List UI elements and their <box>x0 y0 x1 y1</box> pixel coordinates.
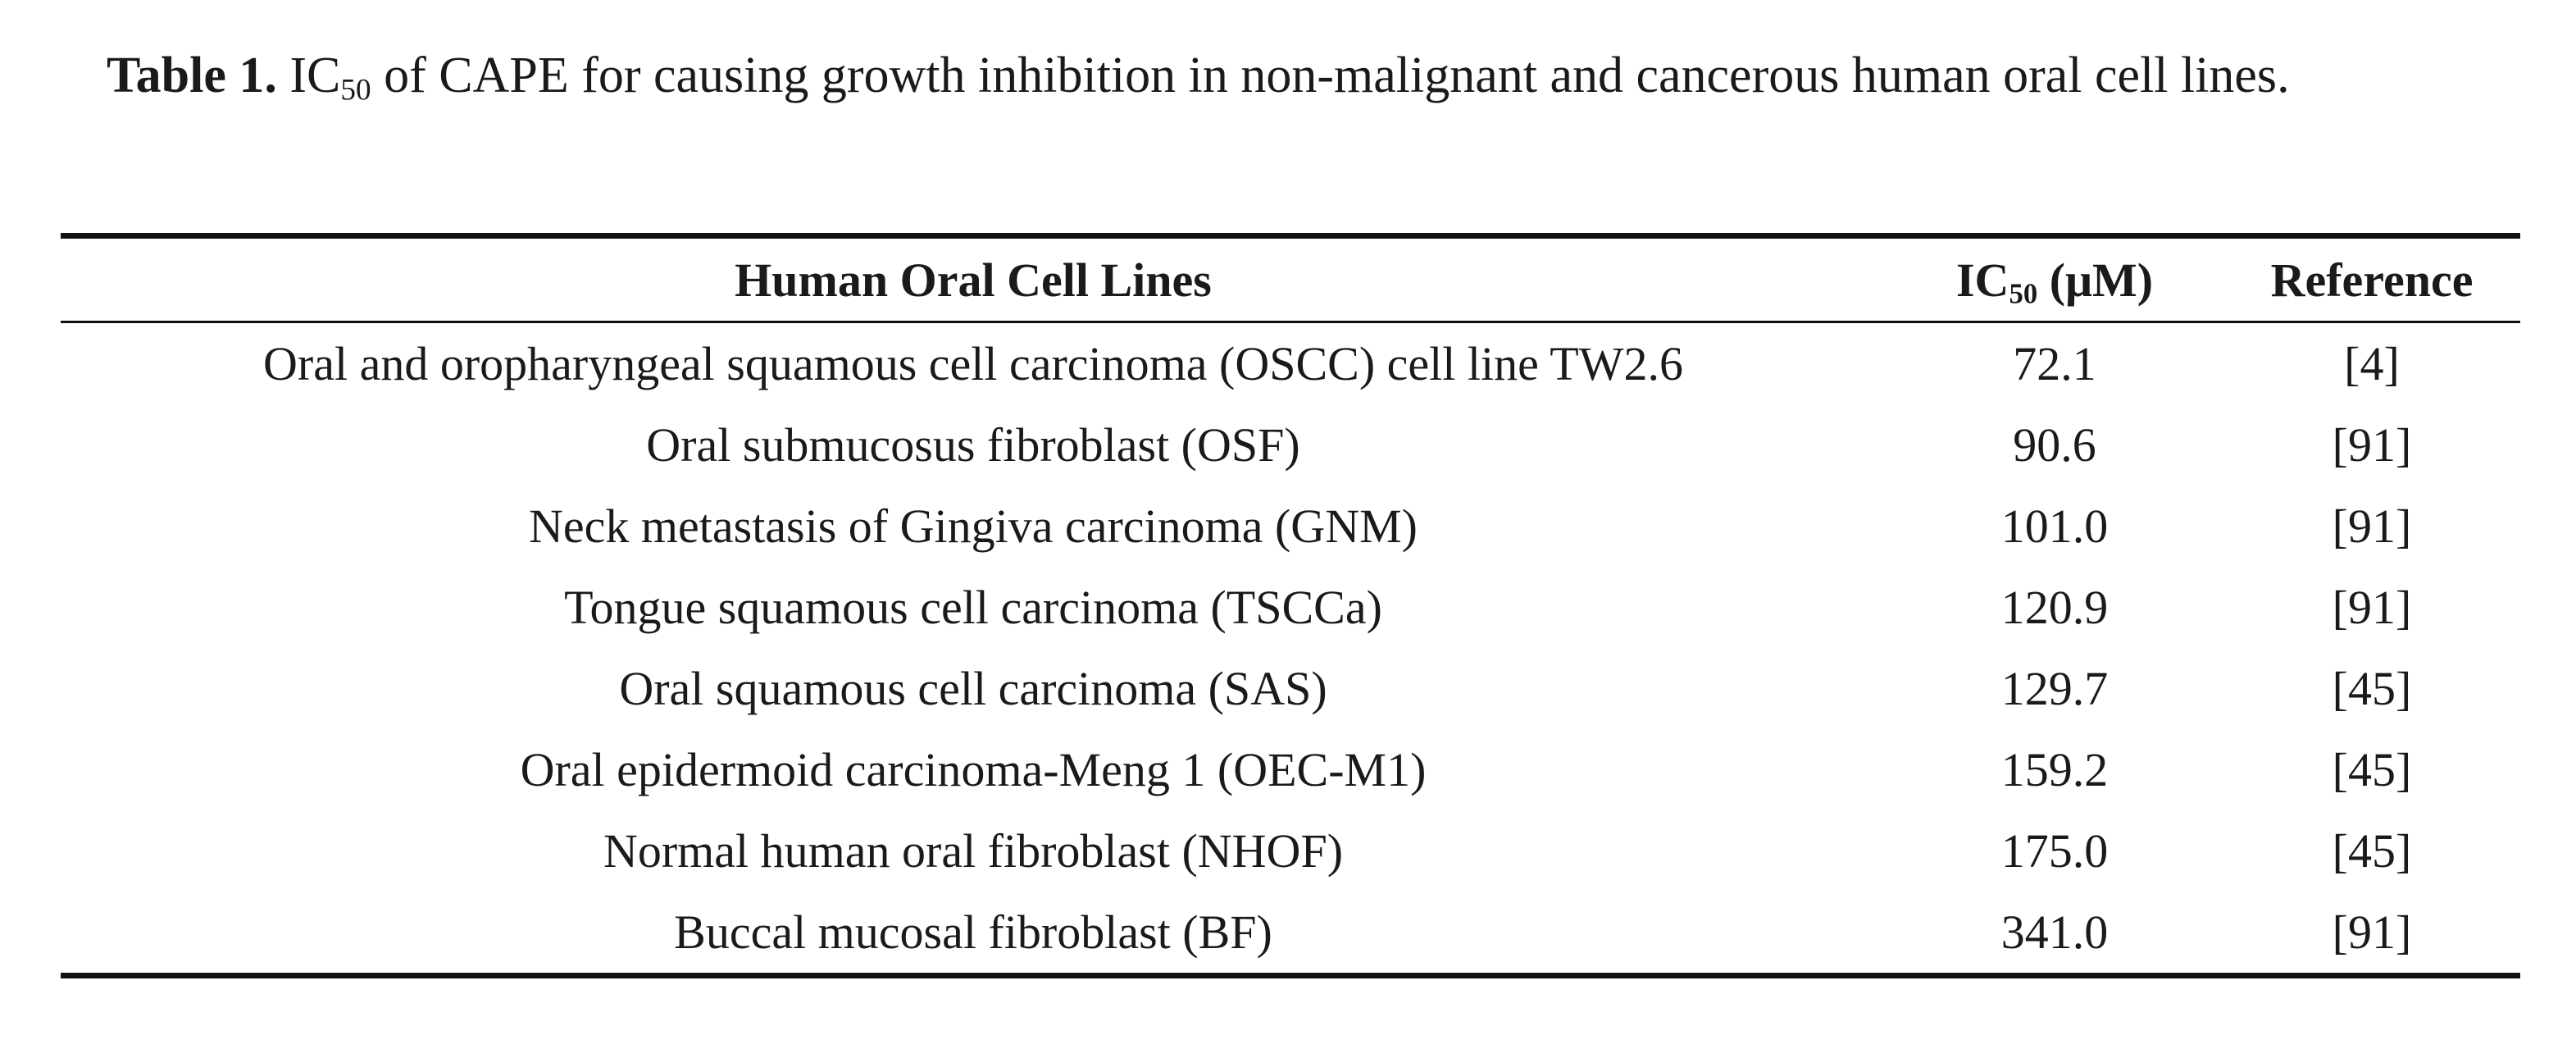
table-row: Oral submucosus fibroblast (OSF) 90.6 [91] <box>61 404 2520 486</box>
table-header: Human Oral Cell Lines IC50 (μM) Referenc… <box>61 235 2520 322</box>
ic50-value: 129.7 <box>2000 662 2109 715</box>
table-row: Oral squamous cell carcinoma (SAS) 129.7 [… <box>61 648 2520 729</box>
table-row: Oral and oropharyngeal squamous cell car… <box>61 322 2520 405</box>
table-row: Oral epidermoid carcinoma-Meng 1 (OEC-M1… <box>61 729 2520 810</box>
caption-label: Table 1. <box>107 48 277 103</box>
ic50-value: 159.2 <box>2000 743 2109 796</box>
reference: [91] <box>2332 418 2412 472</box>
table-row: Tongue squamous cell carcinoma (TSCCa) 12… <box>61 567 2520 648</box>
caption-text: of CAPE for causing growth inhibition in… <box>384 48 2290 103</box>
table-body: Oral and oropharyngeal squamous cell car… <box>61 322 2520 976</box>
ic50-value: 101.0 <box>2000 499 2109 553</box>
cell-line: Oral squamous cell carcinoma (SAS) <box>619 662 1327 715</box>
ic50-value: 341.0 <box>2000 905 2109 959</box>
header-cell: IC50 (μM) <box>1886 236 2223 322</box>
caption-subscript: 50 <box>340 73 371 107</box>
header-cell: Reference <box>2270 253 2474 307</box>
ic50-value: 90.6 <box>2013 418 2096 472</box>
reference: [45] <box>2332 824 2412 878</box>
table-row: Buccal mucosal fibroblast (BF) 341.0 [91] <box>61 892 2520 976</box>
cell-line: Oral submucosus fibroblast (OSF) <box>646 418 1300 472</box>
header-row: Human Oral Cell Lines IC50 (μM) Referenc… <box>61 235 2520 322</box>
reference: [91] <box>2332 499 2412 553</box>
reference: [4] <box>2344 337 2400 390</box>
header-subscript: 50 <box>2009 277 2038 310</box>
cell-line: Normal human oral fibroblast (NHOF) <box>603 824 1344 878</box>
cell-line: Oral epidermoid carcinoma-Meng 1 (OEC-M1… <box>520 743 1427 796</box>
table-caption: Table 1. IC50 of CAPE for causing growth… <box>107 30 2479 121</box>
ic50-value: 72.1 <box>2013 337 2096 390</box>
reference: [91] <box>2332 581 2412 634</box>
header-unit: (μM) <box>2049 253 2154 307</box>
table-row: Neck metastasis of Gingiva carcinoma (GN… <box>61 486 2520 567</box>
header-text: IC <box>1955 253 2009 307</box>
cell-line: Oral and oropharyngeal squamous cell car… <box>263 337 1683 390</box>
cell-line: Buccal mucosal fibroblast (BF) <box>674 905 1272 959</box>
caption-text: IC <box>289 48 341 103</box>
reference: [45] <box>2332 743 2412 796</box>
table-row: Normal human oral fibroblast (NHOF) 175.0… <box>61 810 2520 892</box>
cell-line: Neck metastasis of Gingiva carcinoma (GN… <box>529 499 1418 553</box>
reference: [91] <box>2332 905 2412 959</box>
cell-line: Tongue squamous cell carcinoma (TSCCa) <box>564 581 1382 634</box>
data-table: Human Oral Cell Lines IC50 (μM) Referenc… <box>61 233 2520 978</box>
header-cell: Human Oral Cell Lines <box>735 253 1212 307</box>
ic50-value: 120.9 <box>2000 581 2109 634</box>
reference: [45] <box>2332 662 2412 715</box>
ic50-value: 175.0 <box>2000 824 2109 878</box>
